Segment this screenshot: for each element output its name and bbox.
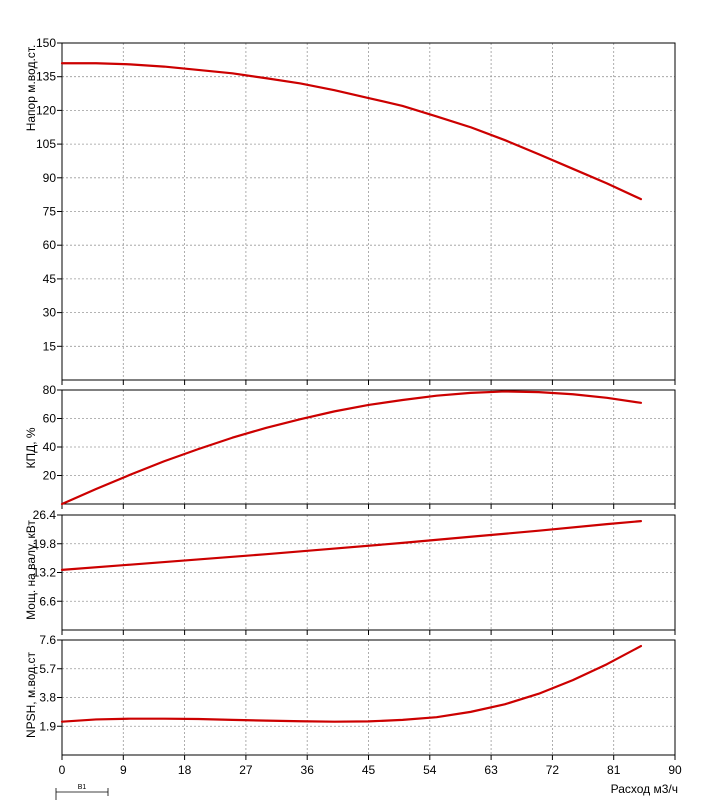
power-curve — [60, 520, 643, 571]
head-ytick-label: 75 — [43, 205, 57, 219]
power-plot-frame — [61, 514, 676, 631]
flow-xtick-label: 9 — [120, 763, 127, 777]
power-ytick-label: 19.8 — [33, 537, 57, 551]
npsh-ytick-label: 5.7 — [39, 662, 56, 676]
flow-xtick-label: 81 — [607, 763, 621, 777]
flow-axis-label: Расход м3/ч — [611, 782, 678, 796]
power-ytick-label: 13.2 — [33, 566, 57, 580]
frame-layer — [57, 42, 676, 760]
head-curve — [60, 62, 643, 201]
head-ytick-label: 105 — [36, 137, 56, 151]
efficiency-ytick-label: 20 — [43, 469, 57, 483]
flow-xtick-label: 45 — [362, 763, 376, 777]
power-axis-label: Мощ. на валу, кВт — [24, 520, 38, 620]
flow-xtick-label: 72 — [546, 763, 560, 777]
flow-xtick-label: 0 — [59, 763, 66, 777]
label-layer: 1501351201059075604530158060402026.419.8… — [33, 36, 682, 777]
flow-xtick-label: 54 — [423, 763, 437, 777]
efficiency-plot-frame — [61, 389, 676, 505]
head-axis-label: Напор м.вод.ст. — [24, 45, 38, 132]
efficiency-ytick-label: 40 — [43, 440, 57, 454]
flow-xtick-label: 90 — [668, 763, 682, 777]
curve-layer — [60, 62, 643, 723]
b1-marker: В1 — [55, 784, 109, 800]
head-ytick-label: 60 — [43, 238, 57, 252]
efficiency-axis-label: КПД, % — [24, 427, 38, 468]
head-ytick-label: 90 — [43, 171, 57, 185]
npsh-axis-label: NPSH, м.вод.ст — [24, 651, 38, 738]
head-ytick-label: 135 — [36, 70, 56, 84]
head-ytick-label: 15 — [43, 339, 57, 353]
head-ytick-label: 150 — [36, 36, 56, 50]
efficiency-curve — [60, 390, 643, 506]
power-ytick-label: 26.4 — [33, 508, 57, 522]
head-ytick-label: 30 — [43, 306, 57, 320]
efficiency-ytick-label: 80 — [43, 383, 57, 397]
head-plot-frame — [61, 42, 676, 381]
power-ytick-label: 6.6 — [39, 594, 56, 608]
flow-xtick-label: 18 — [178, 763, 192, 777]
grid-layer — [62, 43, 675, 755]
flow-xtick-label: 36 — [301, 763, 315, 777]
head-ytick-label: 45 — [43, 272, 57, 286]
npsh-ytick-label: 1.9 — [39, 719, 56, 733]
b1-marker-label: В1 — [78, 784, 87, 791]
npsh-plot-frame — [61, 639, 676, 756]
flow-xtick-label: 63 — [484, 763, 498, 777]
npsh-ytick-label: 7.6 — [39, 633, 56, 647]
npsh-ytick-label: 3.8 — [39, 691, 56, 705]
npsh-curve — [60, 644, 643, 723]
flow-xtick-label: 27 — [239, 763, 253, 777]
efficiency-ytick-label: 60 — [43, 412, 57, 426]
head-ytick-label: 120 — [36, 103, 56, 117]
